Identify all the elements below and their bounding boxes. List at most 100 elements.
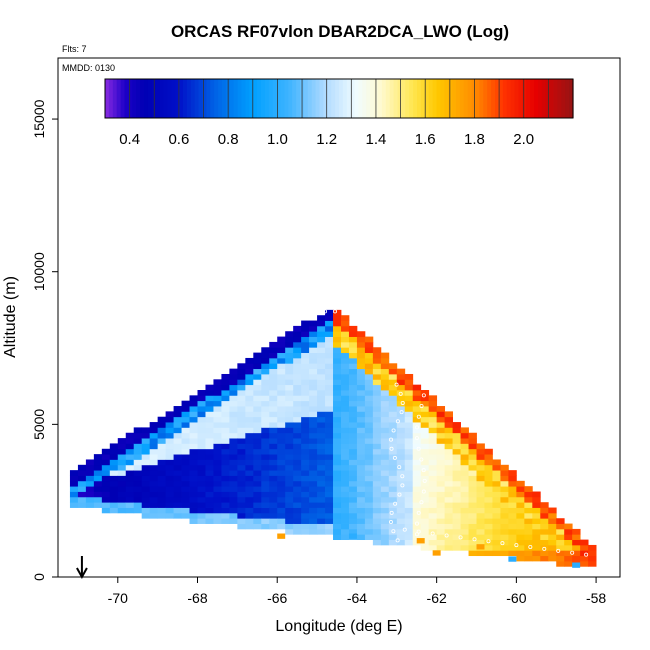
heatmap-cell <box>333 443 342 450</box>
heatmap-cell <box>325 475 334 482</box>
heatmap-cell <box>452 480 461 487</box>
heatmap-cell <box>444 464 453 471</box>
colorbar-segment <box>276 79 282 118</box>
heatmap-cell <box>364 464 374 471</box>
heatmap-cell <box>460 470 469 476</box>
heatmap-cell <box>333 523 342 530</box>
heatmap-cell <box>221 448 230 455</box>
sample-points <box>323 309 589 557</box>
heatmap-cell <box>277 373 286 380</box>
heatmap-cell <box>325 379 334 386</box>
heatmap-cell <box>77 480 87 487</box>
colorbar-segment <box>280 79 285 118</box>
heatmap-cell <box>117 491 127 498</box>
heatmap-cell <box>85 491 95 498</box>
heatmap-cell <box>253 512 262 519</box>
heatmap-cell <box>317 480 326 487</box>
heatmap-cell <box>404 448 414 455</box>
heatmap-cell <box>149 464 159 471</box>
heatmap-cell <box>468 523 477 530</box>
heatmap-cell <box>372 475 382 482</box>
heatmap-cell <box>333 491 342 498</box>
colorbar-tick-label: 1.4 <box>366 131 387 148</box>
heatmap-cell <box>388 534 398 541</box>
heatmap-cell <box>125 486 135 492</box>
heatmap-cell <box>221 379 230 386</box>
heatmap-cell <box>484 534 493 541</box>
heatmap-cell <box>181 470 190 476</box>
heatmap-cell <box>372 368 382 375</box>
heatmap-cell <box>460 496 469 503</box>
heatmap-cell <box>340 341 350 348</box>
heatmap-cell <box>205 464 214 471</box>
colorbar-segment <box>303 79 309 118</box>
heatmap-cell <box>460 502 469 508</box>
heatmap-cell <box>364 486 374 492</box>
heatmap-cell <box>548 539 557 546</box>
heatmap-cell <box>372 411 382 418</box>
colorbar-tick-label: 1.2 <box>316 131 337 148</box>
heatmap-cell <box>460 459 469 466</box>
heatmap-cell <box>492 534 501 541</box>
heatmap-cell <box>285 416 294 423</box>
heatmap-cell <box>436 432 446 439</box>
heatmap-cell <box>69 486 79 492</box>
heatmap-cell <box>500 544 509 551</box>
sample-point <box>419 457 424 462</box>
heatmap-cell <box>309 464 318 471</box>
heatmap-cell <box>221 512 230 519</box>
heatmap-cell <box>317 347 326 354</box>
heatmap-cell <box>141 459 151 466</box>
heatmap-cell <box>293 491 302 498</box>
heatmap-cell <box>484 502 493 508</box>
heatmap-cell <box>261 448 270 455</box>
heatmap-cell <box>404 416 414 423</box>
heatmap-cell <box>524 528 533 535</box>
colorbar-segment <box>409 79 414 118</box>
heatmap-cell <box>348 486 358 492</box>
heatmap-cell <box>205 427 214 434</box>
heatmap-cell <box>293 438 302 444</box>
heatmap-cell <box>317 459 326 466</box>
heatmap-cell <box>372 443 382 450</box>
heatmap-cell <box>173 416 182 423</box>
heatmap-cell <box>404 507 414 514</box>
heatmap-cell <box>524 496 533 503</box>
heatmap-cell <box>293 528 302 535</box>
heatmap-cell <box>301 411 310 418</box>
heatmap-cell <box>340 406 350 412</box>
heatmap-cell <box>364 373 374 380</box>
heatmap-cell <box>69 491 79 498</box>
heatmap-cell <box>181 448 190 455</box>
heatmap-cell <box>237 384 246 391</box>
heatmap-cell <box>340 320 350 327</box>
heatmap-cell <box>109 480 119 487</box>
heatmap-cell <box>205 422 214 428</box>
heatmap-cell <box>372 384 382 391</box>
heatmap-cell <box>420 544 430 551</box>
heatmap-cell <box>556 544 565 551</box>
colorbar-segment <box>424 79 430 118</box>
heatmap-cell <box>309 416 318 423</box>
heatmap-cell <box>189 438 198 444</box>
heatmap-cell <box>277 411 286 418</box>
heatmap-cell <box>452 486 461 492</box>
heatmap-cell <box>269 480 278 487</box>
heatmap-cell <box>372 390 382 396</box>
heatmap-cell <box>500 528 509 535</box>
heatmap-cell <box>197 416 206 423</box>
colorbar-segment <box>136 79 141 118</box>
heatmap-cell <box>468 454 477 460</box>
heatmap-cell <box>340 491 350 498</box>
heatmap-cell <box>333 464 342 471</box>
heatmap-cell <box>213 379 222 386</box>
heatmap-cell <box>333 336 342 343</box>
sample-point <box>416 446 421 451</box>
heatmap-cell <box>261 400 270 407</box>
sample-point <box>323 309 328 314</box>
heatmap-cell <box>548 518 557 524</box>
heatmap-cell <box>420 448 430 455</box>
heatmap-cell <box>380 502 390 508</box>
heatmap-cell <box>356 459 366 466</box>
heatmap-cell <box>436 496 446 503</box>
